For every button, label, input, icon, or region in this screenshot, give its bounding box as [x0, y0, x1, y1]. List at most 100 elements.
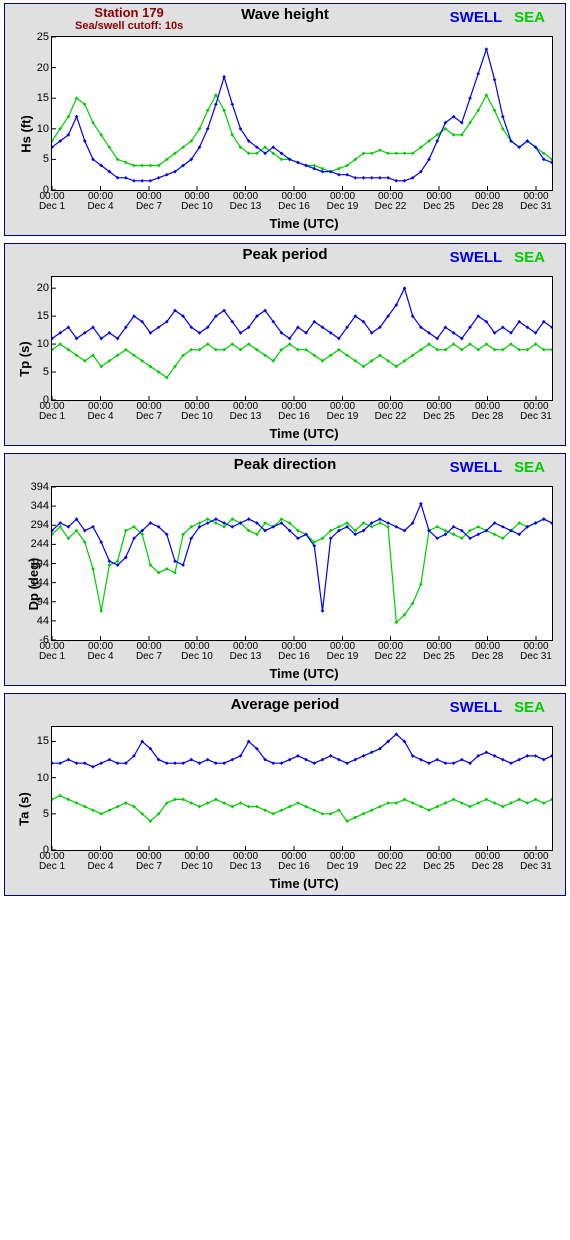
legend-sea: SEA	[514, 9, 545, 26]
legend: SWELL SEA	[450, 459, 545, 476]
y-tick: 25	[37, 31, 49, 43]
x-tick: 00:00Dec 19	[327, 852, 359, 872]
x-tick: 00:00Dec 19	[327, 192, 359, 212]
x-axis-label: Time (UTC)	[51, 426, 557, 441]
x-tick: 00:00Dec 19	[327, 642, 359, 662]
x-axis-label: Time (UTC)	[51, 666, 557, 681]
y-tick: 5	[43, 153, 49, 165]
x-tick: 00:00Dec 25	[423, 642, 455, 662]
x-tick: 00:00Dec 13	[230, 642, 262, 662]
panel-header: Average periodSWELLSEA	[5, 694, 565, 726]
cutoff-label: Sea/swell cutoff: 10s	[75, 20, 183, 32]
x-tick: 00:00Dec 28	[472, 642, 504, 662]
y-tick: 15	[37, 310, 49, 322]
x-tick: 00:00Dec 10	[181, 402, 213, 422]
x-tick: 00:00Dec 22	[375, 402, 407, 422]
x-tick: 00:00Dec 16	[278, 852, 310, 872]
x-tick: 00:00Dec 31	[520, 402, 552, 422]
x-tick: 00:00Dec 4	[87, 192, 113, 212]
x-tick: 00:00Dec 28	[472, 852, 504, 872]
y-tick: 294	[31, 519, 49, 531]
x-tick: 00:00Dec 31	[520, 852, 552, 872]
x-tick: 00:00Dec 10	[181, 852, 213, 872]
plot-area: 05101500:00Dec 100:00Dec 400:00Dec 700:0…	[51, 726, 553, 851]
x-tick: 00:00Dec 7	[136, 192, 162, 212]
legend-sea: SEA	[514, 459, 545, 476]
panel-hs: Station 179Sea/swell cutoff: 10s Wave hei…	[4, 3, 566, 236]
chart-wrap-ta: Ta (s) 05101500:00Dec 100:00Dec 400:00Dec…	[13, 726, 557, 891]
y-tick: 10	[37, 338, 49, 350]
chart-wrap-tp: Tp (s) 0510152000:00Dec 100:00Dec 400:00D…	[13, 276, 557, 441]
series-swell	[52, 734, 552, 767]
x-tick: 00:00Dec 1	[39, 852, 65, 872]
x-tick: 00:00Dec 1	[39, 642, 65, 662]
panel-title: Wave height	[241, 6, 329, 23]
legend: SWELLSEA	[450, 699, 545, 716]
y-axis-label: Tp (s)	[17, 341, 32, 376]
x-tick: 00:00Dec 1	[39, 402, 65, 422]
x-tick: 00:00Dec 7	[136, 642, 162, 662]
x-tick: 00:00Dec 28	[472, 402, 504, 422]
x-tick: 00:00Dec 7	[136, 402, 162, 422]
x-tick: 00:00Dec 10	[181, 192, 213, 212]
x-tick: 00:00Dec 19	[327, 402, 359, 422]
panel-title: Peak direction	[234, 456, 337, 473]
x-tick: 00:00Dec 25	[423, 402, 455, 422]
x-tick: 00:00Dec 16	[278, 402, 310, 422]
chart-wrap-dp: Dp (deg)-6449414419424429434439400:00Dec…	[13, 486, 557, 681]
chart-svg	[52, 277, 552, 400]
y-tick: 15	[37, 735, 49, 747]
y-tick: 94	[37, 596, 49, 608]
station-label: Station 179Sea/swell cutoff: 10s	[75, 6, 183, 32]
legend: SWELL SEA	[450, 249, 545, 266]
legend-sea: SEA	[514, 249, 545, 266]
series-swell	[52, 49, 552, 181]
x-tick: 00:00Dec 16	[278, 642, 310, 662]
legend-swell: SWELL	[450, 699, 503, 716]
y-tick: 5	[43, 366, 49, 378]
x-tick: 00:00Dec 10	[181, 642, 213, 662]
y-axis-label: Ta (s)	[16, 792, 31, 826]
chart-stack: Station 179Sea/swell cutoff: 10s Wave hei…	[0, 3, 570, 896]
panel-header: Peak periodSWELLSEA	[5, 244, 565, 276]
chart-svg	[52, 727, 552, 850]
x-tick: 00:00Dec 31	[520, 192, 552, 212]
x-tick: 00:00Dec 31	[520, 642, 552, 662]
chart-svg	[52, 487, 552, 640]
chart-svg	[52, 37, 552, 190]
x-tick: 00:00Dec 7	[136, 852, 162, 872]
x-tick: 00:00Dec 22	[375, 642, 407, 662]
legend-swell: SWELL	[450, 249, 503, 266]
plot-area: -6449414419424429434439400:00Dec 100:00D…	[51, 486, 553, 641]
y-tick: 10	[37, 772, 49, 784]
legend-swell: SWELL	[450, 9, 503, 26]
x-tick: 00:00Dec 13	[230, 402, 262, 422]
series-sea	[52, 796, 552, 821]
x-tick: 00:00Dec 25	[423, 852, 455, 872]
x-tick: 00:00Dec 25	[423, 192, 455, 212]
x-tick: 00:00Dec 4	[87, 402, 113, 422]
y-tick: 20	[37, 62, 49, 74]
plot-area: 0510152000:00Dec 100:00Dec 400:00Dec 700…	[51, 276, 553, 401]
series-sea	[52, 95, 552, 172]
series-swell	[52, 288, 552, 338]
x-axis-label: Time (UTC)	[51, 216, 557, 231]
legend-swell: SWELL	[450, 459, 503, 476]
y-tick: 144	[31, 577, 49, 589]
panel-dp: Peak directionSWELLSEADp (deg)-644941441…	[4, 453, 566, 686]
y-tick: 344	[31, 500, 49, 512]
y-tick: 394	[31, 481, 49, 493]
x-tick: 00:00Dec 4	[87, 852, 113, 872]
legend: SWELL SEA	[450, 9, 545, 26]
plot-area: 051015202500:00Dec 100:00Dec 400:00Dec 7…	[51, 36, 553, 191]
x-axis-label: Time (UTC)	[51, 876, 557, 891]
y-tick: 15	[37, 92, 49, 104]
y-tick: 20	[37, 282, 49, 294]
x-tick: 00:00Dec 1	[39, 192, 65, 212]
x-tick: 00:00Dec 13	[230, 192, 262, 212]
panel-header: Peak direction SWELL SEA	[5, 454, 565, 486]
y-tick: 10	[37, 123, 49, 135]
y-tick: 44	[37, 615, 49, 627]
x-tick: 00:00Dec 16	[278, 192, 310, 212]
y-tick: 194	[31, 558, 49, 570]
